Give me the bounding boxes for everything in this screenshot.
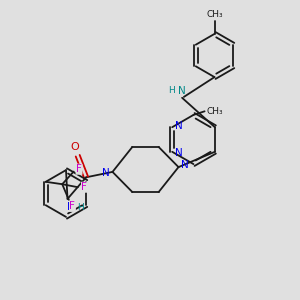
- Text: H: H: [169, 86, 175, 95]
- Text: N: N: [181, 160, 189, 170]
- Text: N: N: [175, 121, 183, 131]
- Text: F: F: [76, 164, 82, 174]
- Text: N: N: [102, 168, 110, 178]
- Text: CH₃: CH₃: [206, 10, 223, 19]
- Text: CH₃: CH₃: [206, 107, 223, 116]
- Text: F: F: [82, 182, 87, 192]
- Text: N: N: [67, 202, 75, 212]
- Text: N: N: [175, 148, 183, 158]
- Text: O: O: [70, 142, 79, 152]
- Text: N: N: [178, 86, 186, 96]
- Text: F: F: [70, 201, 75, 212]
- Text: H: H: [77, 203, 83, 212]
